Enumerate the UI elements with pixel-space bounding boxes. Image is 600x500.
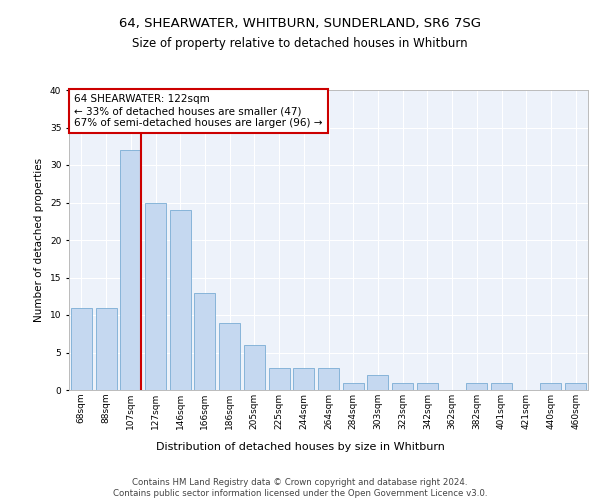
Text: 64 SHEARWATER: 122sqm
← 33% of detached houses are smaller (47)
67% of semi-deta: 64 SHEARWATER: 122sqm ← 33% of detached … xyxy=(74,94,323,128)
Bar xyxy=(95,308,116,390)
Y-axis label: Number of detached properties: Number of detached properties xyxy=(34,158,44,322)
Bar xyxy=(417,382,438,390)
Text: Distribution of detached houses by size in Whitburn: Distribution of detached houses by size … xyxy=(155,442,445,452)
Bar xyxy=(219,322,240,390)
Bar xyxy=(491,382,512,390)
Bar xyxy=(120,150,141,390)
Bar xyxy=(170,210,191,390)
Text: Contains HM Land Registry data © Crown copyright and database right 2024.
Contai: Contains HM Land Registry data © Crown c… xyxy=(113,478,487,498)
Bar xyxy=(367,375,388,390)
Bar xyxy=(293,368,314,390)
Text: 64, SHEARWATER, WHITBURN, SUNDERLAND, SR6 7SG: 64, SHEARWATER, WHITBURN, SUNDERLAND, SR… xyxy=(119,18,481,30)
Bar xyxy=(392,382,413,390)
Bar xyxy=(343,382,364,390)
Bar xyxy=(269,368,290,390)
Bar xyxy=(244,345,265,390)
Text: Size of property relative to detached houses in Whitburn: Size of property relative to detached ho… xyxy=(132,38,468,51)
Bar xyxy=(71,308,92,390)
Bar xyxy=(318,368,339,390)
Bar xyxy=(145,202,166,390)
Bar xyxy=(194,292,215,390)
Bar xyxy=(541,382,562,390)
Bar xyxy=(565,382,586,390)
Bar xyxy=(466,382,487,390)
